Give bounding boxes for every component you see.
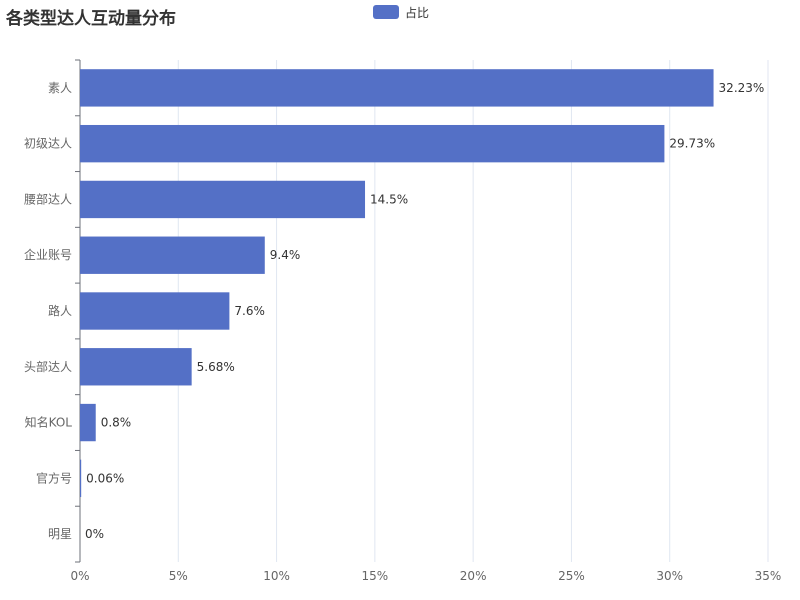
data-label: 29.73%	[669, 137, 715, 151]
x-tick-label: 20%	[460, 569, 487, 583]
data-label: 7.6%	[234, 304, 265, 318]
bar	[80, 348, 192, 386]
x-tick-label: 35%	[755, 569, 782, 583]
category-label: 官方号	[36, 470, 72, 485]
chart-title: 各类型达人互动量分布	[6, 9, 176, 29]
category-label: 头部达人	[24, 359, 72, 374]
bar	[80, 69, 714, 107]
category-label: 初级达人	[24, 137, 72, 151]
bar	[80, 124, 665, 163]
category-label: 企业账号	[24, 247, 72, 262]
category-label: 路人	[48, 303, 72, 318]
bar	[80, 459, 82, 498]
x-tick-label: 30%	[656, 569, 683, 583]
data-label: 32.23%	[719, 81, 765, 95]
bar	[80, 236, 265, 274]
data-label: 9.4%	[270, 248, 301, 262]
legend-label: 占比	[405, 5, 430, 20]
category-label: 知名KOL	[25, 415, 73, 430]
category-label: 明星	[48, 527, 72, 541]
legend[interactable]: 占比	[373, 4, 429, 20]
x-tick-label: 10%	[263, 569, 290, 583]
legend-swatch	[373, 5, 399, 19]
category-label: 腰部达人	[24, 191, 72, 206]
data-label: 14.5%	[370, 192, 408, 206]
x-tick-label: 5%	[169, 569, 188, 583]
data-label: 5.68%	[197, 360, 235, 374]
bar	[80, 292, 230, 330]
data-label: 0.8%	[101, 416, 131, 430]
category-label: 素人	[48, 81, 72, 95]
bar	[80, 180, 366, 219]
x-tick-label: 25%	[558, 569, 585, 583]
data-label: 0%	[85, 527, 104, 541]
x-tick-label: 0%	[70, 569, 89, 583]
x-tick-label: 15%	[362, 569, 389, 583]
bar	[80, 403, 96, 442]
data-label: 0.06%	[86, 471, 124, 485]
